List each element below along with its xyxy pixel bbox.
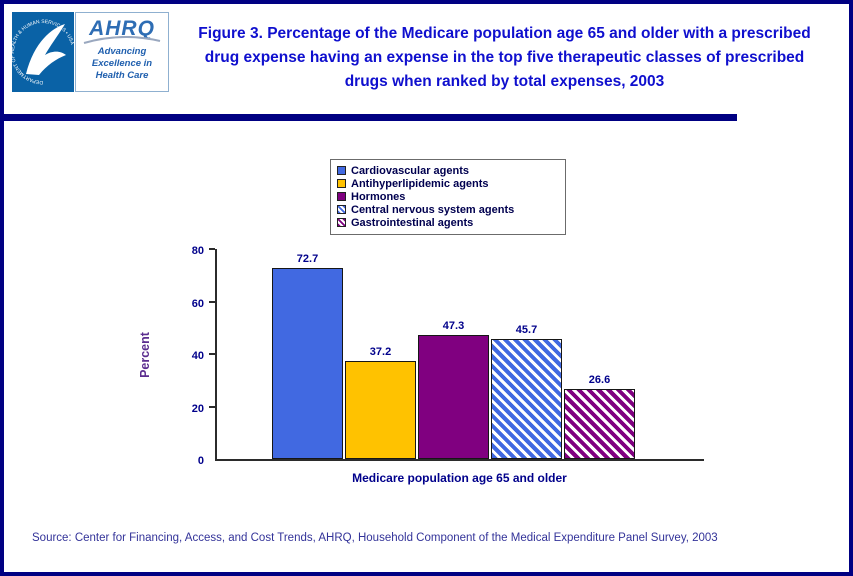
legend-item: Hormones [337, 190, 559, 203]
legend-swatch [337, 218, 346, 227]
ahrq-logo: AHRQ Advancing Excellence in Health Care [75, 12, 169, 92]
x-axis-title: Medicare population age 65 and older [352, 471, 567, 485]
bar [418, 334, 489, 459]
chart-legend: Cardiovascular agents Antihyperlipidemic … [330, 159, 566, 235]
y-axis-title-text: Percent [138, 332, 153, 378]
ahrq-swoosh-icon [83, 36, 161, 44]
bar-value-label: 26.6 [588, 374, 611, 387]
plot-area: 72.7 37.2 47.3 45.7 26.6 [209, 248, 704, 461]
y-tick-label: 0 [197, 455, 204, 467]
y-tick-mark [209, 248, 215, 250]
bar-group: 72.7 [272, 249, 343, 459]
bar-value-label: 47.3 [442, 319, 465, 332]
y-tick-label: 40 [191, 350, 204, 362]
y-tick-mark [209, 353, 215, 355]
y-tick-label: 60 [191, 297, 204, 310]
bar-group: 45.7 [491, 249, 562, 459]
legend-swatch [337, 166, 346, 175]
bar-value-label: 37.2 [369, 346, 392, 359]
legend-item: Gastrointestinal agents [337, 216, 559, 229]
y-axis-title: Percent [136, 249, 154, 461]
hhs-eagle-icon [26, 24, 66, 75]
ahrq-tagline: Advancing Excellence in Health Care [91, 46, 153, 81]
legend-item: Antihyperlipidemic agents [337, 177, 559, 190]
bar [491, 339, 562, 459]
legend-label: Cardiovascular agents [351, 164, 469, 177]
bar-value-label: 45.7 [515, 324, 538, 337]
figure-title: Figure 3. Percentage of the Medicare pop… [198, 25, 811, 91]
y-tick-mark [209, 300, 215, 303]
legend-item: Central nervous system agents [337, 203, 559, 216]
bar [564, 389, 635, 459]
y-axis: 0 20 40 60 80 [172, 245, 212, 467]
source-note: Source: Center for Financing, Access, an… [32, 532, 718, 544]
legend-label: Hormones [351, 190, 406, 203]
legend-item: Cardiovascular agents [337, 164, 559, 177]
header-divider [4, 114, 737, 121]
y-tick-label: 80 [191, 245, 204, 257]
bar-value-label: 72.7 [296, 253, 319, 266]
legend-label: Central nervous system agents [351, 203, 515, 216]
bar [345, 361, 416, 459]
legend-swatch [337, 179, 346, 188]
bar-group: 47.3 [418, 249, 489, 459]
bar [272, 268, 343, 459]
legend-swatch [337, 205, 346, 214]
y-tick-label: 20 [191, 402, 204, 415]
ahrq-acronym: AHRQ [89, 17, 155, 40]
bar-group: 26.6 [564, 249, 635, 459]
y-tick-mark [209, 405, 215, 408]
hhs-logo: DEPARTMENT OF HEALTH & HUMAN SERVICES • … [12, 12, 74, 92]
bar-group: 37.2 [345, 249, 416, 459]
legend-label: Gastrointestinal agents [351, 216, 474, 229]
legend-swatch [337, 192, 346, 201]
legend-label: Antihyperlipidemic agents [351, 177, 489, 190]
